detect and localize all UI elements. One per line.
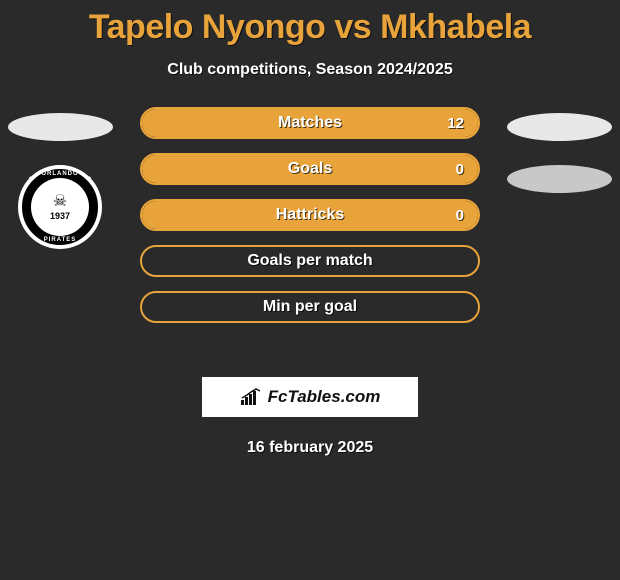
player-right-placeholder-2: [507, 165, 612, 193]
badge-year: 1937: [50, 211, 70, 221]
stat-row-goals: Goals 0: [140, 153, 480, 185]
stat-row-hattricks: Hattricks 0: [140, 199, 480, 231]
stat-row-min-per-goal: Min per goal: [140, 291, 480, 323]
page-title: Tapelo Nyongo vs Mkhabela: [0, 0, 620, 47]
stat-label: Matches: [278, 114, 342, 132]
stat-label: Goals: [288, 160, 332, 178]
brand-text: FcTables.com: [268, 387, 381, 407]
subtitle: Club competitions, Season 2024/2025: [0, 61, 620, 79]
badge-arc-bottom: PIRATES: [44, 237, 77, 243]
stat-row-goals-per-match: Goals per match: [140, 245, 480, 277]
badge-star-icon: ★: [87, 175, 92, 182]
club-badge: ORLANDO ★ ★ ☠ 1937 PIRATES: [18, 165, 102, 249]
stat-row-matches: Matches 12: [140, 107, 480, 139]
stat-rows: Matches 12 Goals 0 Hattricks 0 Goals per…: [140, 107, 480, 337]
badge-arc-top: ORLANDO: [41, 171, 78, 177]
stat-value: 0: [456, 207, 464, 224]
player-left-placeholder: [8, 113, 113, 141]
skull-icon: ☠: [53, 194, 67, 210]
badge-star-icon: ★: [28, 175, 33, 182]
player-right-placeholder-1: [507, 113, 612, 141]
comparison-area: ORLANDO ★ ★ ☠ 1937 PIRATES Matches 12 Go…: [0, 107, 620, 367]
stat-label: Min per goal: [263, 298, 357, 316]
date-line: 16 february 2025: [0, 439, 620, 457]
chart-icon: [240, 388, 262, 406]
stat-value: 12: [447, 115, 464, 132]
brand-box: FcTables.com: [202, 377, 418, 417]
stat-value: 0: [456, 161, 464, 178]
stat-label: Hattricks: [276, 206, 344, 224]
stat-label: Goals per match: [247, 252, 372, 270]
